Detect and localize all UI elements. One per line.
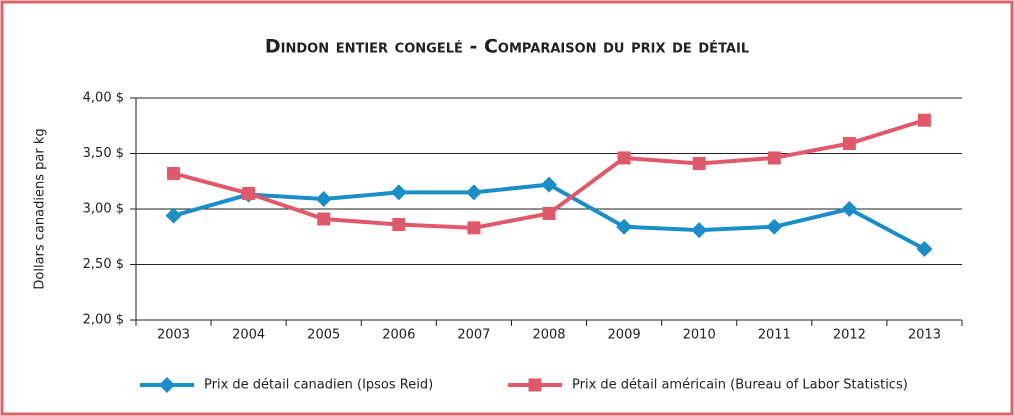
y-tick-label: 2,50 $ xyxy=(83,257,124,272)
y-tick-label: 3,50 $ xyxy=(83,146,124,161)
square-marker xyxy=(767,151,781,165)
diamond-marker xyxy=(691,222,708,239)
diamond-marker xyxy=(165,207,182,224)
diamond-marker xyxy=(766,218,783,235)
square-marker xyxy=(842,137,856,151)
diamond-marker xyxy=(390,184,407,201)
diamond-marker xyxy=(315,191,332,208)
x-tick-label: 2004 xyxy=(232,328,265,343)
y-tick-label: 2,00 $ xyxy=(83,313,124,328)
legend-label: Prix de détail américain (Bureau of Labo… xyxy=(572,378,908,393)
square-marker xyxy=(917,113,931,127)
diamond-marker xyxy=(916,240,933,257)
square-marker xyxy=(392,218,406,232)
x-tick-label: 2003 xyxy=(157,328,190,343)
diamond-marker xyxy=(841,201,858,217)
legend-label: Prix de détail canadien (Ipsos Reid) xyxy=(204,378,433,393)
square-marker xyxy=(167,166,181,180)
square-marker xyxy=(542,206,556,220)
x-tick-label: 2007 xyxy=(457,328,490,343)
diamond-marker xyxy=(616,218,633,235)
x-tick-label: 2010 xyxy=(683,328,716,343)
x-tick-label: 2005 xyxy=(307,328,340,343)
square-marker xyxy=(617,151,631,165)
y-tick-label: 4,00 $ xyxy=(83,91,124,106)
square-marker xyxy=(467,221,481,235)
square-marker xyxy=(242,186,256,200)
square-marker xyxy=(317,212,331,226)
x-tick-label: 2012 xyxy=(833,328,866,343)
chart-title: Dindon entier congelé - Comparaison du p… xyxy=(265,36,749,58)
x-tick-label: 2008 xyxy=(532,328,565,343)
diamond-marker xyxy=(159,377,175,393)
square-marker xyxy=(528,378,542,392)
x-tick-label: 2013 xyxy=(908,328,941,343)
x-tick-label: 2011 xyxy=(758,328,791,343)
x-tick-label: 2006 xyxy=(382,328,415,343)
diamond-marker xyxy=(465,184,482,201)
diamond-marker xyxy=(541,176,557,193)
square-marker xyxy=(692,156,706,170)
x-tick-label: 2009 xyxy=(608,328,641,343)
y-axis-label: Dollars canadiens par kg xyxy=(33,128,48,289)
y-tick-label: 3,00 $ xyxy=(83,202,124,217)
